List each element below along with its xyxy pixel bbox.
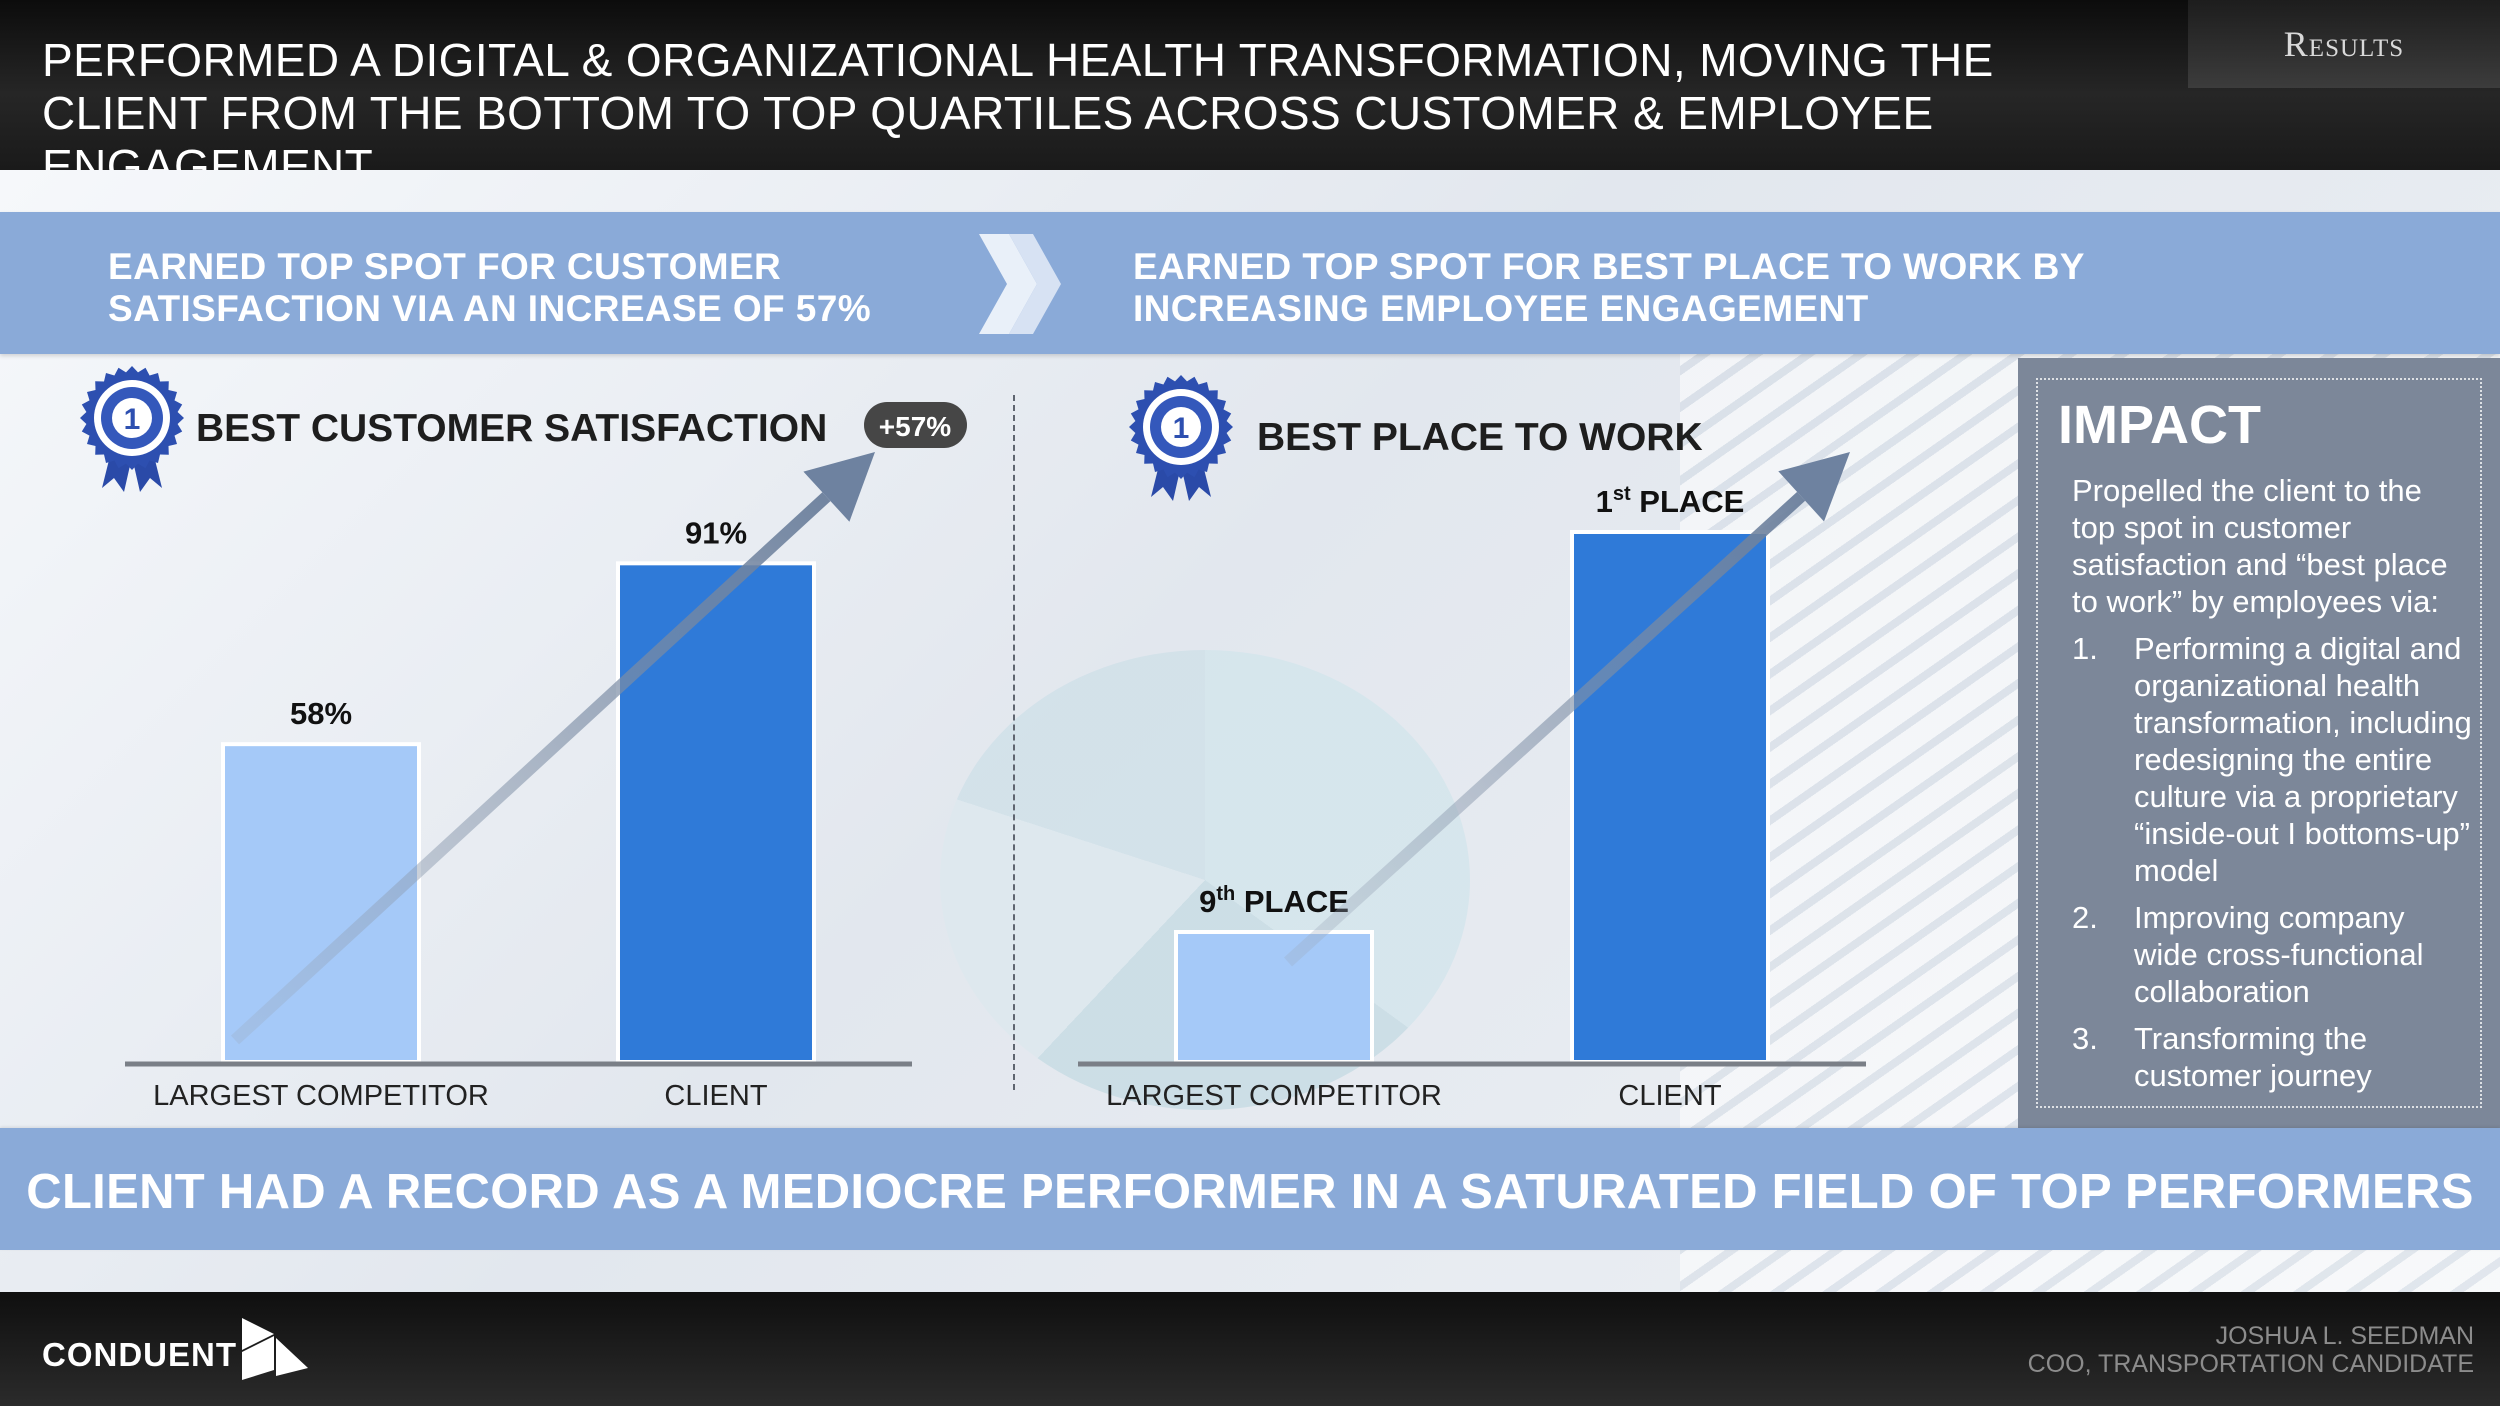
list-item: 2. Improving company wide cross-functiona… [2072,899,2472,1010]
impact-body: Propelled the client to the top spot in … [2072,472,2472,1104]
presenter-name: JOSHUA L. SEEDMAN [2215,1322,2474,1350]
list-item: 3. Transforming the customer journey [2072,1020,2472,1094]
impact-list: 1. Performing a digital and organizationa… [2072,630,2472,1094]
chevron-right-icon [979,234,1061,334]
list-item-number: 1. [2072,631,2098,666]
list-item-number: 2. [2072,900,2098,935]
impact-title: IMPACT [2058,395,2261,455]
list-item-text: Performing a digital and organizational … [2134,631,2472,888]
impact-panel [2018,358,2500,1130]
list-item-text: Transforming the customer journey [2134,1021,2372,1093]
summary-banner: EARNED TOP SPOT FOR CUSTOMER SATISFACTIO… [0,212,2500,354]
company-logo-text: CONDUENT [42,1336,237,1373]
bottom-banner: CLIENT HAD A RECORD AS A MEDIOCRE PERFOR… [0,1128,2500,1250]
presenter-role: COO, TRANSPORTATION CANDIDATE [2027,1350,2474,1378]
impact-box: IMPACT Propelled the client to the top s… [2036,378,2482,1108]
banner-right-text: EARNED TOP SPOT FOR BEST PLACE TO WORK B… [1133,246,2085,329]
list-item-number: 3. [2072,1021,2098,1056]
list-item-text: Improving company wide cross-functional … [2134,900,2424,1009]
decorative-pie-graphic [940,650,1470,1110]
bottom-banner-text: CLIENT HAD A RECORD AS A MEDIOCRE PERFOR… [26,1165,2474,1219]
page-title: PERFORMED A DIGITAL & ORGANIZATIONAL HEA… [42,34,1994,192]
list-item: 1. Performing a digital and organizationa… [2072,630,2472,889]
presenter-signature: JOSHUA L. SEEDMAN COO, TRANSPORTATION CA… [2028,1322,2474,1378]
conduent-logo-icon [242,1318,308,1380]
header-bar: PERFORMED A DIGITAL & ORGANIZATIONAL HEA… [0,0,2500,192]
section-tab: Results [2188,0,2500,88]
banner-left-text: EARNED TOP SPOT FOR CUSTOMER SATISFACTIO… [108,246,871,329]
section-divider [1013,395,1015,1090]
footer-bar: CONDUENT JOSHUA L. SEEDMAN COO, TRANSPOR… [0,1292,2500,1406]
impact-intro: Propelled the client to the top spot in … [2072,473,2448,619]
